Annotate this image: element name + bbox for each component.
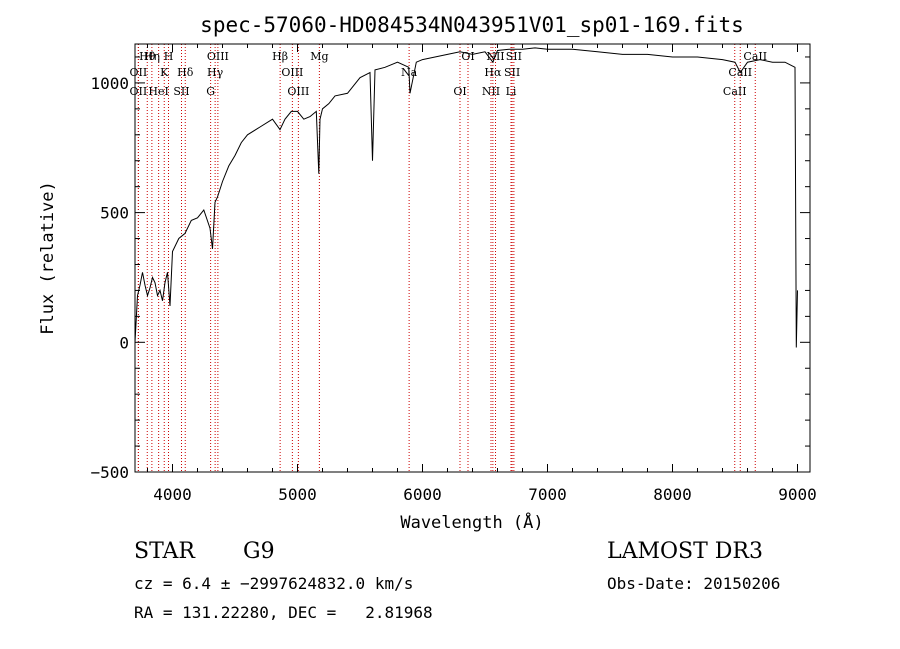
line-label: SII	[504, 66, 520, 79]
x-tick-label: 5000	[278, 485, 317, 504]
line-label: G	[206, 85, 215, 98]
line-label: OII	[130, 85, 148, 98]
line-label: SII	[173, 85, 189, 98]
survey-name: LAMOST DR3	[607, 539, 763, 564]
line-label: Hγ	[207, 66, 224, 79]
line-label: OII	[130, 66, 148, 79]
obs-date: Obs-Date: 20150206	[607, 574, 781, 593]
line-label: Li	[506, 85, 517, 98]
y-axis-ticks: −500 0 500 1000	[90, 56, 810, 482]
x-axis-label: Wavelength (Å)	[400, 511, 543, 533]
line-label: K	[160, 66, 169, 79]
x-tick-label: 9000	[778, 485, 817, 504]
object-subclass: G9	[243, 539, 275, 564]
cz-value: cz = 6.4 ± −2997624832.0 km/s	[134, 574, 414, 593]
plot-frame	[134, 43, 811, 473]
line-label: H	[164, 50, 174, 63]
y-axis-label: Flux (relative)	[38, 181, 58, 335]
line-label: Hη	[144, 50, 160, 63]
x-tick-label: 7000	[528, 485, 567, 504]
line-label: OIII	[281, 66, 303, 79]
x-tick-label: 8000	[653, 485, 692, 504]
line-label: Hα	[484, 66, 502, 79]
line-label: Mg	[310, 50, 328, 63]
line-label: OIII	[287, 85, 309, 98]
y-tick-label: 0	[119, 333, 129, 352]
line-label: HeI	[148, 85, 168, 98]
line-label: Hδ	[177, 66, 194, 79]
x-tick-label: 6000	[403, 485, 442, 504]
x-tick-label: 4000	[153, 485, 192, 504]
y-tick-label: −500	[90, 463, 129, 482]
chart-title: spec-57060-HD084534N043951V01_sp01-169.f…	[200, 13, 744, 37]
spectrum-line	[134, 47, 798, 348]
object-class: STAR	[134, 539, 195, 564]
line-label: SII	[506, 50, 522, 63]
x-axis-ticks: 4000 5000 6000 7000 8000 9000	[147, 44, 817, 504]
ra-dec: RA = 131.22280, DEC = 2.81968	[134, 603, 433, 622]
spectral-line-markers	[137, 44, 756, 472]
line-label: Hβ	[272, 50, 288, 63]
line-label: OI	[461, 50, 474, 63]
y-tick-label: 1000	[90, 74, 129, 93]
line-label: CaII	[723, 85, 747, 98]
line-label: OI	[453, 85, 466, 98]
line-label: OIII	[207, 50, 229, 63]
y-tick-label: 500	[100, 204, 129, 223]
line-label: NII	[482, 85, 500, 98]
line-label: Hθ	[139, 50, 156, 63]
